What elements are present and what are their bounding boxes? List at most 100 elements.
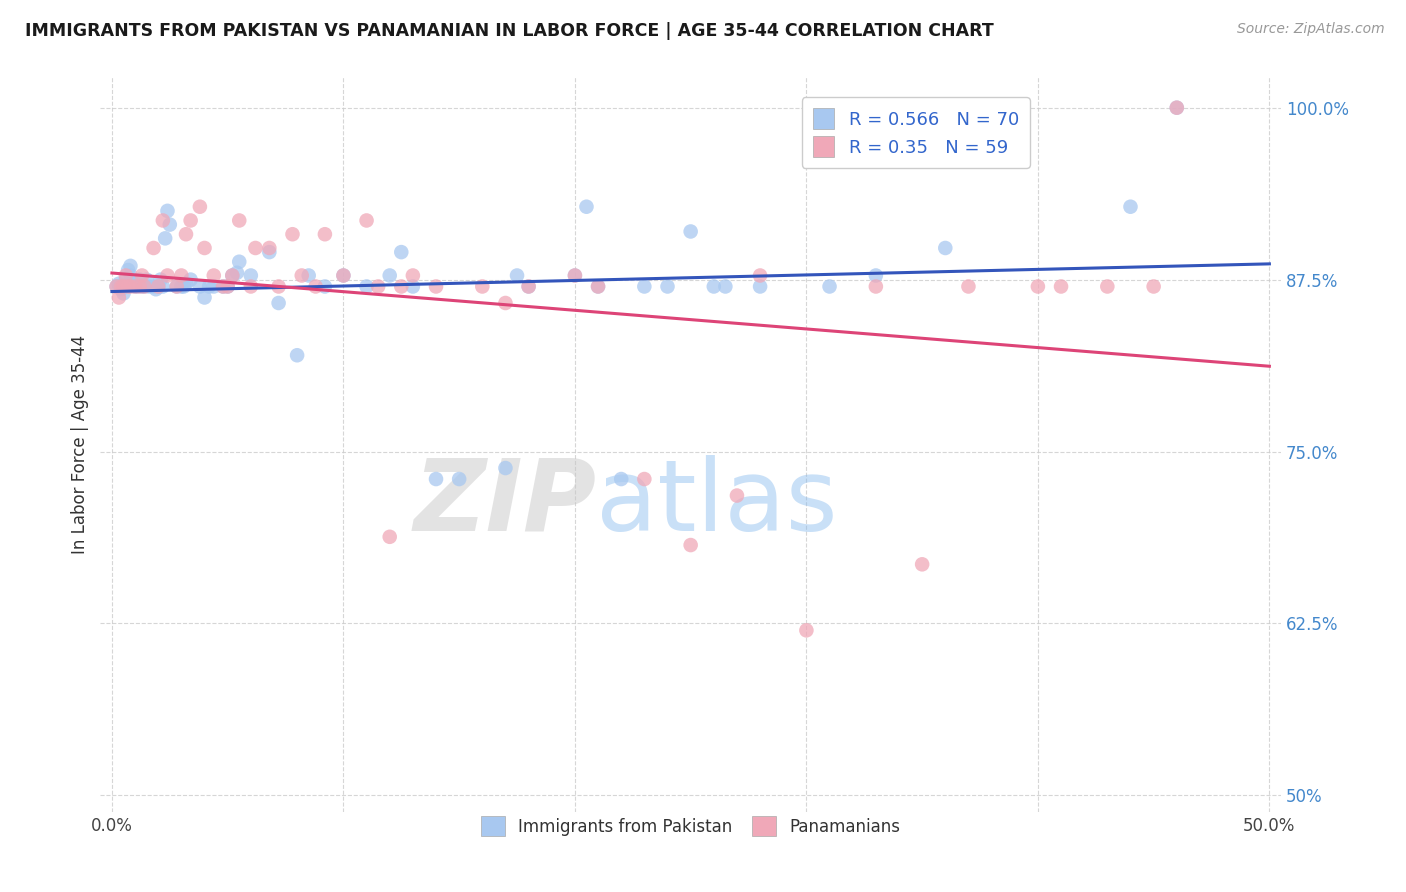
Point xyxy=(332,268,354,283)
Point xyxy=(679,538,702,552)
Point xyxy=(134,279,156,293)
Text: IMMIGRANTS FROM PAKISTAN VS PANAMANIAN IN LABOR FORCE | AGE 35-44 CORRELATION CH: IMMIGRANTS FROM PAKISTAN VS PANAMANIAN I… xyxy=(25,22,994,40)
Point xyxy=(188,279,211,293)
Point xyxy=(389,279,412,293)
Point xyxy=(1166,101,1188,115)
Point xyxy=(865,279,887,293)
Point xyxy=(239,268,262,283)
Point xyxy=(564,268,586,283)
Point xyxy=(291,268,314,283)
Point xyxy=(703,279,725,293)
Point xyxy=(425,279,447,293)
Point xyxy=(152,279,174,293)
Point xyxy=(314,227,336,242)
Point xyxy=(957,279,980,293)
Point xyxy=(865,268,887,283)
Point xyxy=(124,279,146,293)
Point xyxy=(174,227,197,242)
Point xyxy=(120,279,142,293)
Point xyxy=(117,263,139,277)
Point xyxy=(180,213,202,227)
Point xyxy=(117,279,139,293)
Point xyxy=(105,279,128,293)
Point xyxy=(159,218,181,232)
Point xyxy=(156,203,179,218)
Point xyxy=(138,279,160,293)
Point xyxy=(217,279,239,293)
Point xyxy=(131,279,153,293)
Point xyxy=(1050,279,1073,293)
Point xyxy=(367,279,389,293)
Point xyxy=(267,279,290,293)
Point xyxy=(124,279,146,293)
Point xyxy=(1026,279,1049,293)
Point xyxy=(142,279,165,293)
Point xyxy=(749,279,772,293)
Point xyxy=(193,241,215,255)
Point xyxy=(633,472,655,486)
Point xyxy=(120,268,142,283)
Point xyxy=(586,279,609,293)
Point xyxy=(714,279,737,293)
Point xyxy=(108,291,131,305)
Point xyxy=(425,472,447,486)
Point xyxy=(378,530,401,544)
Point xyxy=(564,268,586,283)
Point xyxy=(575,200,598,214)
Point xyxy=(1097,279,1119,293)
Point xyxy=(228,254,250,268)
Point xyxy=(221,268,243,283)
Point xyxy=(245,241,267,255)
Point xyxy=(112,279,135,293)
Point xyxy=(198,279,221,293)
Text: Source: ZipAtlas.com: Source: ZipAtlas.com xyxy=(1237,22,1385,37)
Point xyxy=(110,279,132,293)
Point xyxy=(796,624,818,638)
Point xyxy=(134,279,156,293)
Point xyxy=(818,279,841,293)
Point xyxy=(202,279,225,293)
Point xyxy=(304,279,326,293)
Point xyxy=(128,272,150,286)
Point xyxy=(212,279,235,293)
Point xyxy=(135,272,157,286)
Point xyxy=(449,472,471,486)
Point xyxy=(127,279,149,293)
Point xyxy=(110,282,132,296)
Point xyxy=(142,241,165,255)
Point xyxy=(517,279,540,293)
Point xyxy=(128,279,150,293)
Point xyxy=(911,558,934,572)
Point xyxy=(1166,101,1188,115)
Point xyxy=(148,279,170,293)
Point xyxy=(356,213,378,227)
Text: ZIP: ZIP xyxy=(413,455,596,552)
Point xyxy=(173,279,195,293)
Point xyxy=(166,279,188,293)
Point xyxy=(281,227,304,242)
Point xyxy=(193,291,215,305)
Point xyxy=(285,348,308,362)
Point xyxy=(226,266,249,280)
Point xyxy=(633,279,655,293)
Point xyxy=(188,200,211,214)
Point xyxy=(749,268,772,283)
Point xyxy=(114,268,136,283)
Point xyxy=(124,277,146,291)
Point xyxy=(314,279,336,293)
Point xyxy=(679,225,702,239)
Point xyxy=(586,279,609,293)
Y-axis label: In Labor Force | Age 35-44: In Labor Force | Age 35-44 xyxy=(72,335,89,554)
Point xyxy=(378,268,401,283)
Point xyxy=(180,272,202,286)
Point xyxy=(517,279,540,293)
Point xyxy=(239,279,262,293)
Point xyxy=(471,279,494,293)
Point xyxy=(148,279,170,293)
Point xyxy=(174,277,197,291)
Point xyxy=(1143,279,1166,293)
Point xyxy=(170,268,193,283)
Point xyxy=(332,268,354,283)
Point xyxy=(1119,200,1142,214)
Point xyxy=(149,272,172,286)
